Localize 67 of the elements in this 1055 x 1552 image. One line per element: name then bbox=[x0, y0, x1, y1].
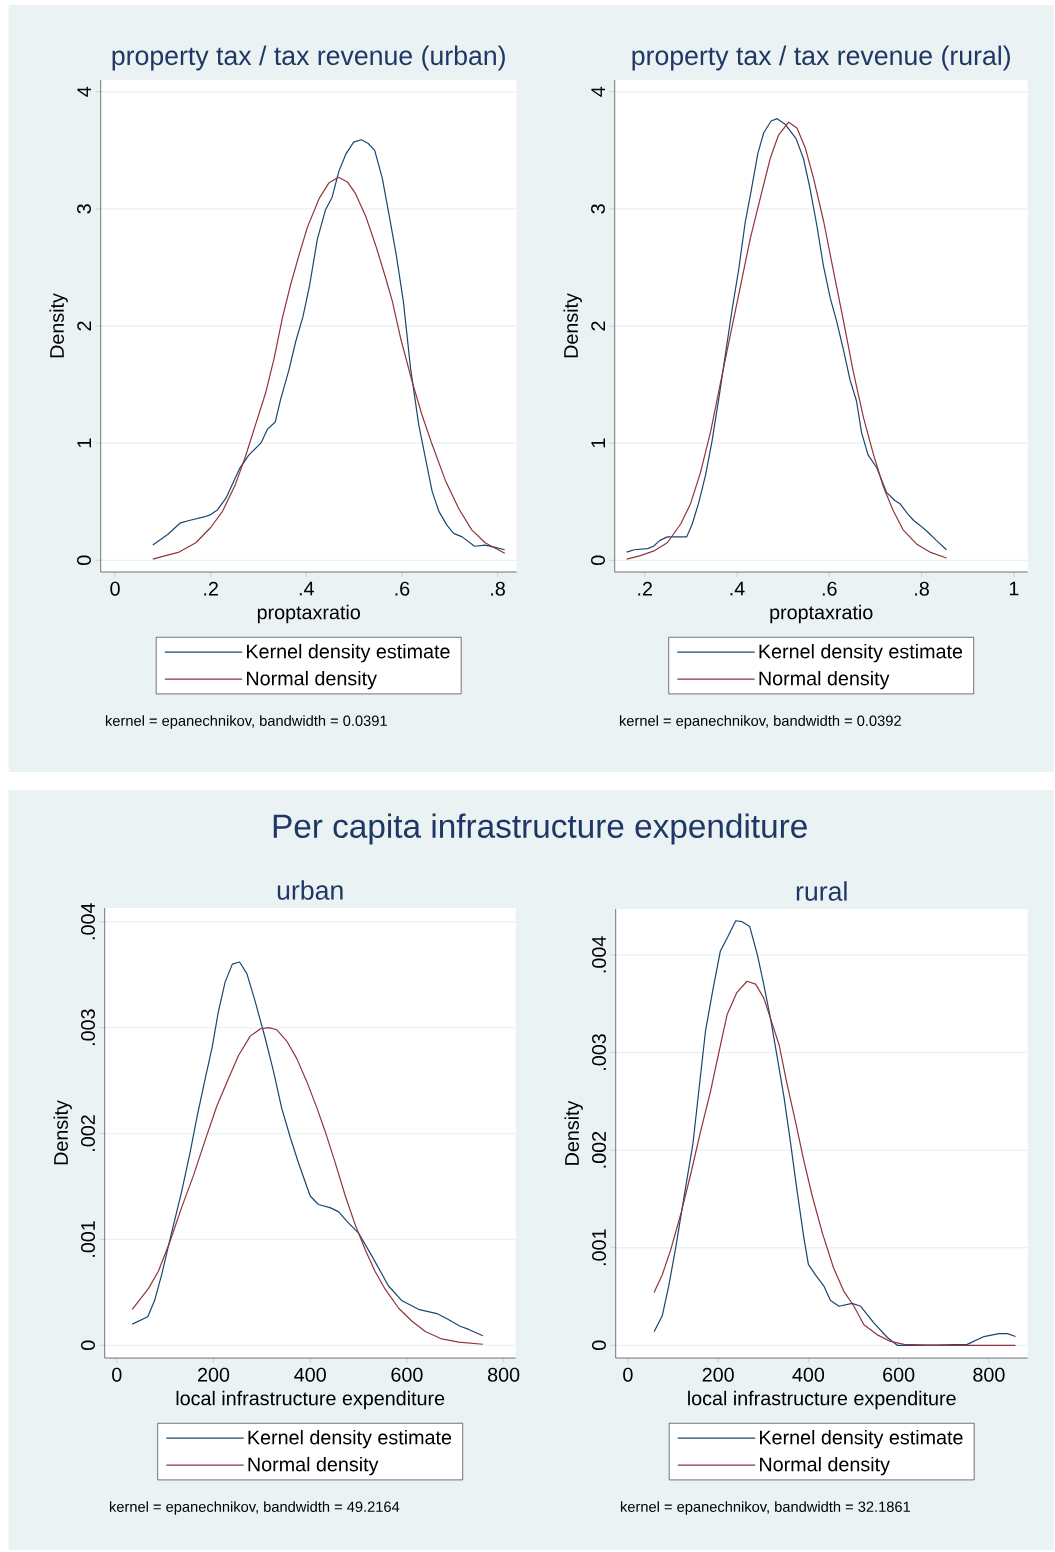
x-axis-title: proptaxratio bbox=[258, 604, 361, 624]
legend-label: Normal density bbox=[760, 1456, 891, 1476]
legend-label: Kernel density estimate bbox=[248, 1429, 452, 1449]
x-tick-label: .4 bbox=[730, 581, 745, 596]
y-tick-label: .003 bbox=[592, 1034, 607, 1070]
x-tick-label: 200 bbox=[198, 1367, 230, 1382]
x-tick-label: .2 bbox=[638, 581, 653, 596]
y-tick-label: 3 bbox=[77, 204, 92, 214]
x-tick-label: 0 bbox=[623, 1367, 633, 1382]
x-tick-label: 600 bbox=[391, 1367, 423, 1382]
line-series bbox=[131, 1027, 484, 1345]
x-tick-label: 600 bbox=[883, 1367, 915, 1382]
x-tick-label: .4 bbox=[300, 581, 315, 596]
y-tick-label: 2 bbox=[77, 321, 92, 331]
x-tick-label: 800 bbox=[973, 1367, 1005, 1382]
x-axis-title: local infrastructure expenditure bbox=[688, 1390, 956, 1410]
x-tick-label: 1 bbox=[1010, 581, 1019, 596]
text: kernel = epanechnikov, bandwidth = 49.2164 bbox=[110, 1501, 400, 1515]
legend-label: Normal density bbox=[759, 670, 890, 690]
text: kernel = epanechnikov, bandwidth = 0.0392 bbox=[620, 715, 902, 729]
x-axis-title: local infrastructure expenditure bbox=[176, 1390, 445, 1410]
x-tick-label: .6 bbox=[823, 581, 837, 596]
y-axis-title: Density bbox=[563, 293, 583, 358]
chart-subtitle: urban bbox=[277, 880, 343, 900]
y-axis-title: Density bbox=[564, 1100, 584, 1165]
x-tick-label: 0 bbox=[112, 1367, 122, 1382]
text: kernel = epanechnikov, bandwidth = 0.0391 bbox=[106, 715, 388, 729]
y-axis-title: Density bbox=[49, 293, 69, 358]
x-tick-label: .2 bbox=[204, 581, 219, 596]
y-axis-title: Density bbox=[53, 1100, 73, 1165]
x-tick-label: 400 bbox=[294, 1367, 327, 1382]
y-tick-label: 0 bbox=[592, 1340, 607, 1351]
x-tick-label: 800 bbox=[488, 1367, 520, 1382]
y-tick-label: 4 bbox=[591, 86, 606, 97]
y-tick-label: 1 bbox=[591, 438, 606, 448]
legend-label: Kernel density estimate bbox=[759, 643, 963, 663]
legend-label: Kernel density estimate bbox=[760, 1429, 963, 1449]
x-axis-title: proptaxratio bbox=[770, 604, 873, 624]
x-tick-label: 200 bbox=[702, 1367, 734, 1382]
y-tick-label: .001 bbox=[81, 1221, 96, 1257]
x-tick-label: .8 bbox=[491, 581, 506, 596]
y-tick-label: .002 bbox=[81, 1115, 96, 1151]
y-tick-label: .003 bbox=[81, 1009, 96, 1046]
x-tick-label: 0 bbox=[110, 581, 120, 596]
legend-label: Normal density bbox=[248, 1456, 379, 1476]
y-tick-label: 1 bbox=[77, 438, 92, 448]
y-tick-label: 0 bbox=[77, 555, 92, 566]
y-tick-label: 3 bbox=[591, 204, 606, 214]
y-tick-label: 2 bbox=[591, 321, 606, 331]
y-tick-label: .001 bbox=[592, 1229, 607, 1266]
y-tick-label: 0 bbox=[81, 1340, 96, 1351]
chart-subtitle: rural bbox=[796, 881, 847, 901]
y-tick-label: .004 bbox=[81, 903, 96, 940]
y-tick-label: .004 bbox=[592, 936, 607, 973]
line-series bbox=[131, 961, 484, 1337]
chart-title: property tax / tax revenue (urban) bbox=[112, 45, 506, 71]
x-tick-label: 400 bbox=[792, 1367, 825, 1382]
x-tick-label: .6 bbox=[395, 581, 410, 596]
y-tick-label: .002 bbox=[592, 1131, 607, 1168]
y-tick-label: 4 bbox=[77, 86, 92, 97]
x-tick-label: .8 bbox=[915, 581, 930, 596]
text: kernel = epanechnikov, bandwidth = 32.1861 bbox=[621, 1501, 911, 1515]
legend-label: Normal density bbox=[247, 670, 378, 690]
chart-title: property tax / tax revenue (rural) bbox=[632, 45, 1011, 71]
legend-label: Kernel density estimate bbox=[247, 643, 450, 663]
y-tick-label: 0 bbox=[591, 555, 606, 566]
chart-title: Per capita infrastructure expenditure bbox=[273, 813, 807, 845]
